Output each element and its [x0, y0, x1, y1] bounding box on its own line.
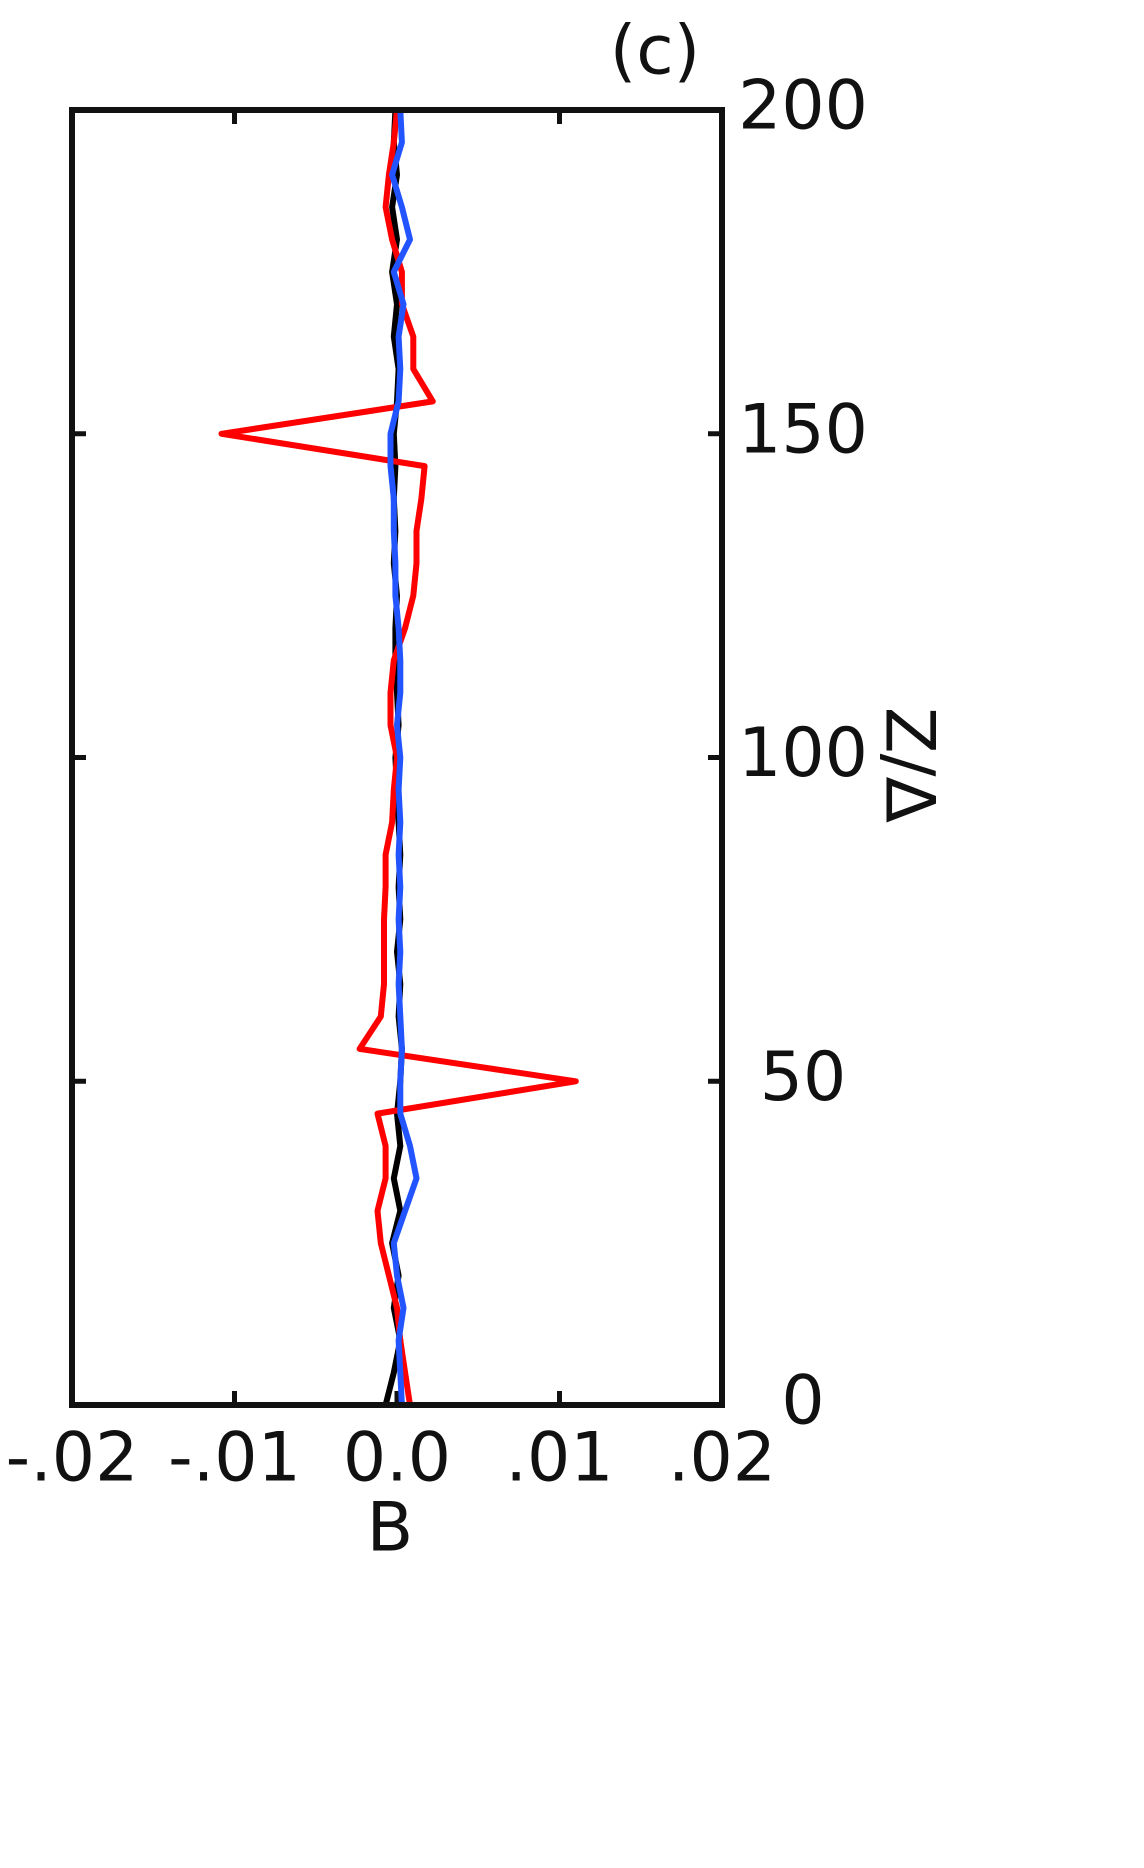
plot-frame [69, 107, 725, 1408]
y-tick-label: 200 [738, 67, 868, 146]
x-axis-label: B [367, 1489, 414, 1568]
y-tick-label: 50 [760, 1038, 847, 1117]
y-tick-label: 0 [781, 1362, 824, 1441]
y-tick-label: 100 [738, 714, 868, 793]
x-tick-label: .02 [668, 1419, 776, 1498]
x-tick-label: 0.0 [343, 1419, 451, 1498]
series-line [218, 109, 579, 1406]
x-tick-label: .01 [505, 1419, 613, 1498]
series-line [387, 109, 420, 1406]
y-tick-label: 150 [738, 390, 868, 469]
x-tick-label: -.02 [6, 1419, 139, 1498]
x-tick-label: -.01 [168, 1419, 301, 1498]
y-axis-label: Z/Δ [869, 707, 948, 823]
chart-title: (c) [610, 12, 700, 91]
